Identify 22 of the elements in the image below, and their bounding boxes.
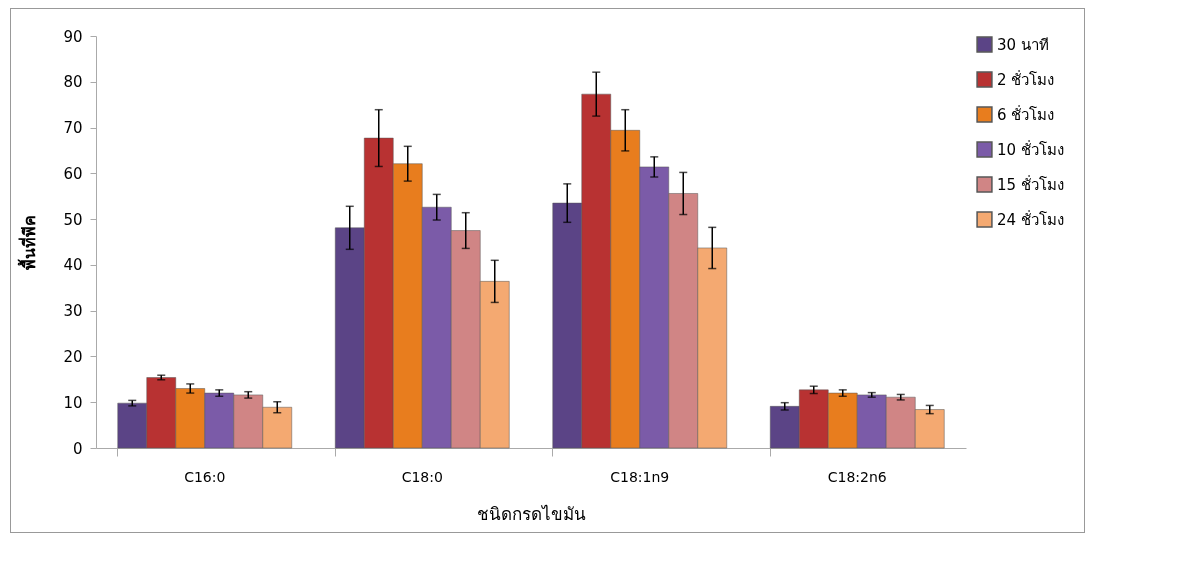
legend-label: 24 ชั่วโมง	[997, 208, 1064, 229]
y-tick-label: 0	[72, 439, 83, 458]
y-tick-label: 50	[63, 210, 83, 229]
legend-label: 6 ชั่วโมง	[997, 103, 1055, 124]
y-tick-label: 10	[63, 393, 83, 412]
legend-label: 15 ชั่วโมง	[997, 173, 1064, 194]
legend-label: 10 ชั่วโมง	[997, 138, 1064, 159]
y-tick-label: 40	[63, 256, 83, 275]
legend-label: 2 ชั่วโมง	[997, 68, 1055, 89]
y-tick-label: 20	[63, 347, 83, 366]
x-tick-label: C18:1n9	[610, 468, 670, 485]
y-tick-label: 80	[63, 73, 83, 92]
legend-label: 30 นาที	[997, 35, 1049, 54]
x-tick-label: C18:2n6	[827, 468, 887, 485]
y-tick-label: 90	[63, 27, 83, 46]
x-axis-title: ชนิดกรดไขมัน	[477, 503, 586, 524]
y-tick-label: 30	[63, 302, 83, 321]
x-tick-label: C18:0	[401, 468, 443, 485]
x-tick-label: C16:0	[184, 468, 226, 485]
y-tick-label: 60	[63, 164, 83, 183]
y-tick-label: 70	[63, 119, 83, 138]
y-axis-title: พื้นที่พีค	[17, 215, 40, 270]
